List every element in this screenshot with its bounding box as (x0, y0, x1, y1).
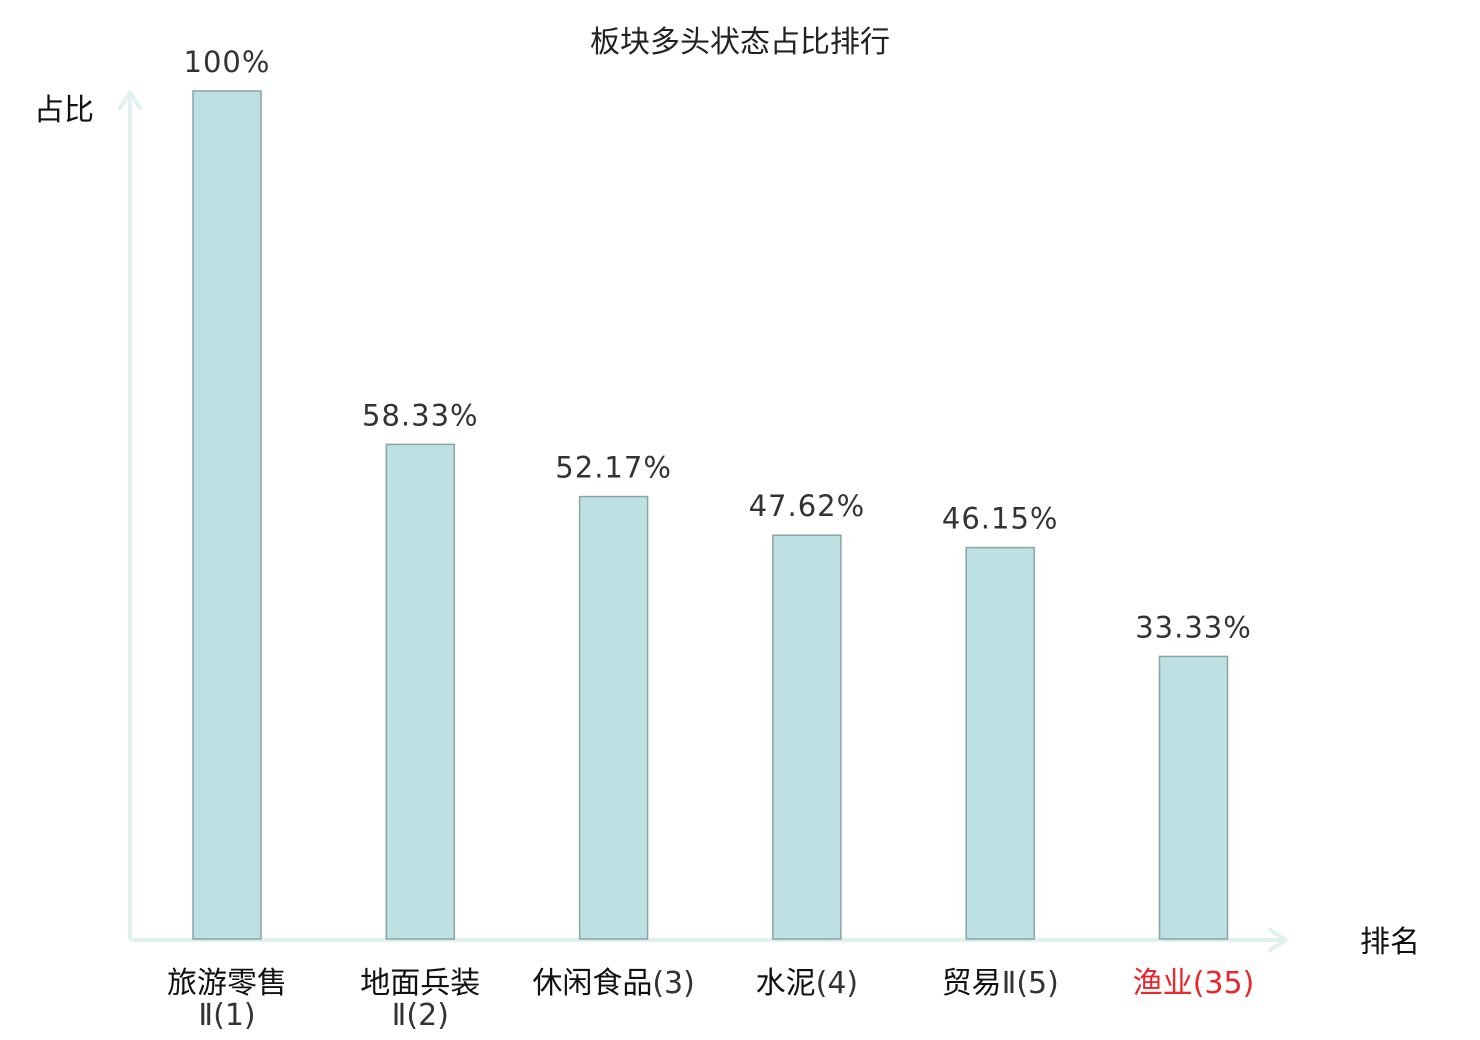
value-label-2: 58.33% (362, 398, 479, 432)
tick-label-suffix-5: Ⅱ(5) (1002, 966, 1059, 1001)
tick-label-suffix-4: (4) (816, 966, 859, 1001)
bar-5 (965, 546, 1035, 940)
value-label-1: 100% (184, 45, 271, 79)
tick-label-suffix-3: (3) (652, 966, 695, 1001)
tick-label-1: 旅游零售 Ⅱ(1) (167, 966, 287, 1033)
bar-2 (385, 443, 456, 940)
y-axis-arrow (118, 90, 142, 110)
axes (118, 90, 1288, 952)
tick-label-6: 渔业(35) (1133, 966, 1255, 1001)
tick-label-suffix-6: (35) (1193, 966, 1255, 1001)
tick-labels-group: 旅游零售 Ⅱ(1) 地面兵装 Ⅱ(2) 休闲食品(3) 水泥(4) 贸易Ⅱ(5) 渔业(35) (167, 966, 1254, 1033)
tick-label-4: 水泥(4) (756, 966, 859, 1001)
chart-title: 板块多头状态占比排行 (590, 25, 890, 60)
value-label-4: 47.62% (749, 489, 866, 523)
tick-label-name-2: 地面兵装 (360, 966, 480, 1001)
tick-label-suffix-1: Ⅱ(1) (198, 998, 255, 1033)
tick-label-name-1: 旅游零售 (167, 966, 287, 1001)
bar-3 (578, 495, 649, 940)
bar-4 (772, 534, 842, 940)
value-label-3: 52.17% (555, 451, 672, 485)
value-label-5: 46.15% (942, 502, 1059, 536)
y-axis-label: 占比 (34, 93, 94, 128)
bars-group (192, 90, 1229, 940)
tick-label-suffix-2: Ⅱ(2) (392, 998, 449, 1033)
tick-label-2: 地面兵装 Ⅱ(2) (360, 966, 480, 1033)
tick-label-name-6: 渔业 (1133, 966, 1193, 1001)
x-axis-label: 排名 (1360, 925, 1420, 960)
tick-label-name-4: 水泥 (756, 966, 816, 1001)
tick-label-name-5: 贸易 (942, 966, 1002, 1001)
value-label-6: 33.33% (1135, 610, 1252, 644)
tick-label-5: 贸易Ⅱ(5) (942, 966, 1059, 1001)
tick-label-3: 休闲食品(3) (532, 966, 695, 1001)
x-axis-arrow (1268, 928, 1288, 952)
tick-label-name-3: 休闲食品 (532, 966, 652, 1001)
bar-6 (1158, 655, 1229, 940)
value-labels-group: 100% 58.33% 52.17% 47.62% 46.15% 33.33% (184, 45, 1252, 644)
bar-1 (192, 90, 262, 940)
